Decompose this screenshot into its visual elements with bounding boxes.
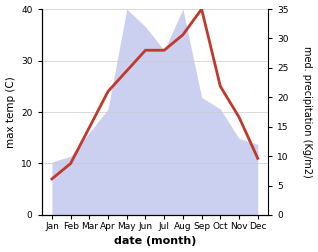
X-axis label: date (month): date (month) xyxy=(114,236,196,246)
Y-axis label: med. precipitation (Kg/m2): med. precipitation (Kg/m2) xyxy=(302,46,313,178)
Y-axis label: max temp (C): max temp (C) xyxy=(5,76,16,148)
